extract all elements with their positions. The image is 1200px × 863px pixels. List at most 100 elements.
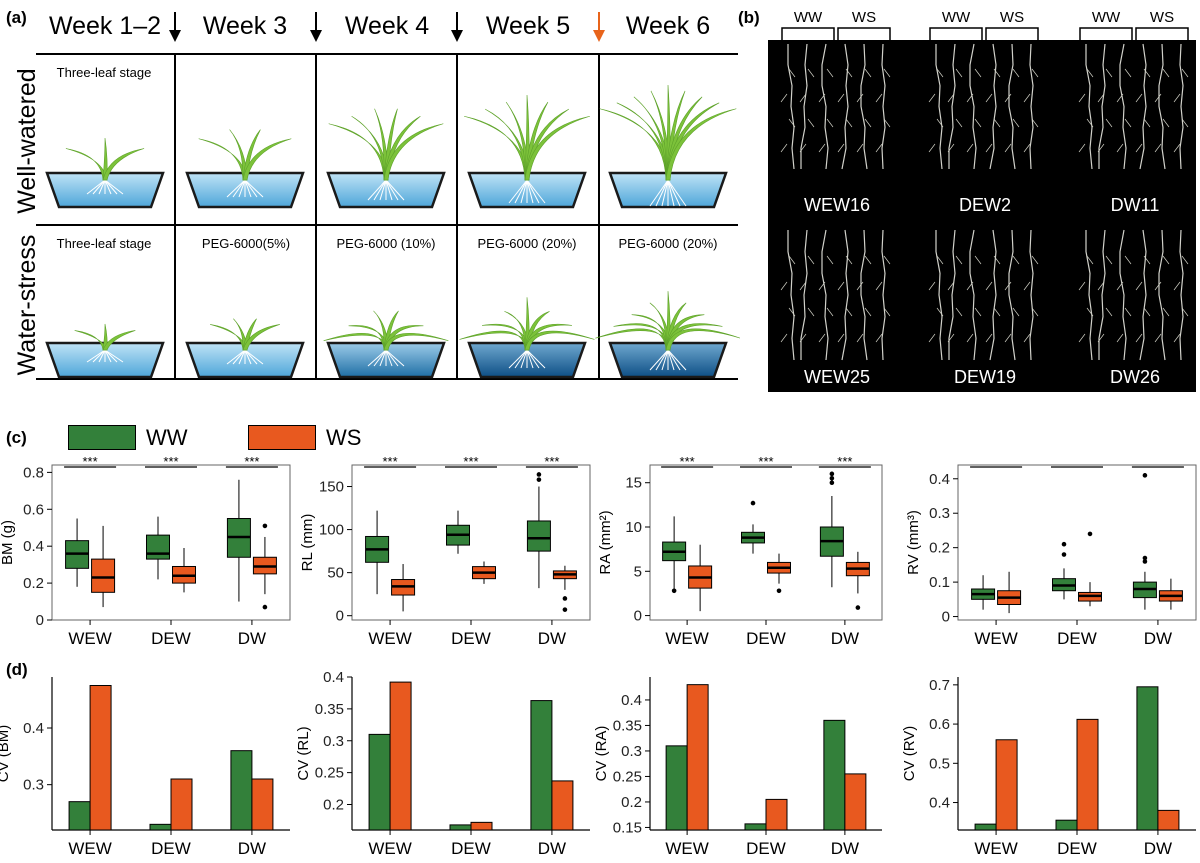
x-tick-label: WEW xyxy=(368,839,411,858)
root-branch xyxy=(955,68,963,78)
arrow-head xyxy=(593,30,605,42)
root-branch xyxy=(974,68,982,78)
root-branch xyxy=(947,333,955,343)
root-strand xyxy=(948,43,956,169)
ww-bar xyxy=(230,750,253,831)
y-tick-label: 0.3 xyxy=(929,505,950,522)
root-branch xyxy=(1124,68,1132,78)
root-branch xyxy=(1143,255,1151,265)
y-axis-label: CV (RA) xyxy=(593,726,610,782)
y-tick-label: 5 xyxy=(634,563,642,580)
root-branch xyxy=(845,68,853,78)
arrow-head xyxy=(310,30,322,42)
root-branch xyxy=(807,307,815,317)
outlier-point xyxy=(562,596,568,601)
root-strand xyxy=(800,43,808,169)
x-tick-label: DEW xyxy=(451,629,491,648)
legend-ws-swatch xyxy=(248,425,316,450)
stage-label: Three-leaf stage xyxy=(56,236,152,251)
y-tick-label: 0.4 xyxy=(621,692,642,709)
outlier-point xyxy=(829,475,835,481)
significance-label: *** xyxy=(463,454,478,469)
y-tick-label: 50 xyxy=(327,565,344,582)
panel-d-label: (d) xyxy=(6,660,28,679)
y-tick-label: 0 xyxy=(634,608,642,625)
root xyxy=(244,349,264,365)
root xyxy=(379,349,387,367)
x-tick-label: DW xyxy=(538,629,566,648)
ww-bar xyxy=(665,745,688,831)
root-branch xyxy=(936,255,944,265)
root-strand xyxy=(860,43,868,170)
root-branch xyxy=(807,118,815,128)
ws-bar xyxy=(844,773,867,831)
genotype-label: DEW19 xyxy=(954,367,1016,387)
x-tick-label: WEW xyxy=(974,839,1017,858)
root-strand xyxy=(969,229,977,361)
ww-bar xyxy=(1055,819,1078,831)
ws-bar xyxy=(686,684,709,831)
ws-bar xyxy=(170,778,193,831)
root-branch xyxy=(1105,255,1113,265)
outlier-point xyxy=(1061,541,1067,547)
root-branch xyxy=(818,143,826,153)
root-strand xyxy=(1085,44,1093,170)
x-tick-label: DEW xyxy=(151,629,191,648)
root-branch xyxy=(875,333,883,343)
root-strand xyxy=(841,229,849,361)
root-branch xyxy=(1135,93,1143,103)
root-branch xyxy=(1173,143,1181,153)
root-branch xyxy=(955,307,963,317)
stage-label: PEG-6000 (10%) xyxy=(336,236,436,251)
leaf xyxy=(242,138,292,181)
outlier-point xyxy=(262,604,268,610)
x-tick-label: DW xyxy=(831,839,859,858)
bracket xyxy=(1135,27,1189,40)
root-branch xyxy=(1097,93,1105,103)
root-branch xyxy=(1143,118,1151,128)
root-photo-grid: WEW16 DEW2 DW11 WEW25 DEW19 DW26 xyxy=(768,40,1196,392)
week-label: Week 1–2 xyxy=(48,12,162,40)
root-branch xyxy=(826,255,834,265)
root-strand xyxy=(1179,43,1184,170)
root-branch xyxy=(1012,118,1020,128)
pots xyxy=(45,84,740,379)
root-branch xyxy=(1181,307,1189,317)
root-branch xyxy=(826,307,834,317)
bar-chart: 0.3 0.4 CV (BM) WEW DEW DW xyxy=(0,677,290,858)
ws-bar xyxy=(1076,718,1099,831)
y-axis-label: BM (g) xyxy=(0,520,16,565)
outlier-point xyxy=(1142,473,1148,478)
root-strand xyxy=(787,230,795,361)
root-branch xyxy=(993,255,1001,265)
x-tick-label: WEW xyxy=(974,629,1017,648)
ww-bar xyxy=(1136,686,1159,831)
bracket-label: WW xyxy=(794,9,823,26)
root-branch xyxy=(883,118,891,128)
week-label: Week 3 xyxy=(202,12,288,40)
root xyxy=(661,179,669,207)
root-branch xyxy=(985,333,993,343)
root-branch xyxy=(928,333,936,343)
y-tick-label: 0.1 xyxy=(929,574,950,591)
root-branch xyxy=(985,143,993,153)
leaf xyxy=(665,108,737,181)
root-branch xyxy=(993,118,1001,128)
root-strand xyxy=(1029,229,1034,361)
week-arrows xyxy=(169,12,605,42)
root-branch xyxy=(856,281,864,291)
root-branch xyxy=(1116,143,1124,153)
y-tick-label: 0.3 xyxy=(323,733,344,750)
root-branch xyxy=(799,333,807,343)
root-branch xyxy=(955,118,963,128)
root-branch xyxy=(1162,307,1170,317)
y-tick-label: 0.3 xyxy=(621,743,642,760)
root xyxy=(104,349,124,363)
root-strand xyxy=(800,229,808,360)
bracket-label: WS xyxy=(1150,9,1174,26)
y-tick-label: 0.2 xyxy=(23,575,44,592)
root-branch xyxy=(799,143,807,153)
significance-label: *** xyxy=(163,454,178,469)
leaf xyxy=(383,332,449,351)
stage-label: PEG-6000 (20%) xyxy=(477,236,577,251)
